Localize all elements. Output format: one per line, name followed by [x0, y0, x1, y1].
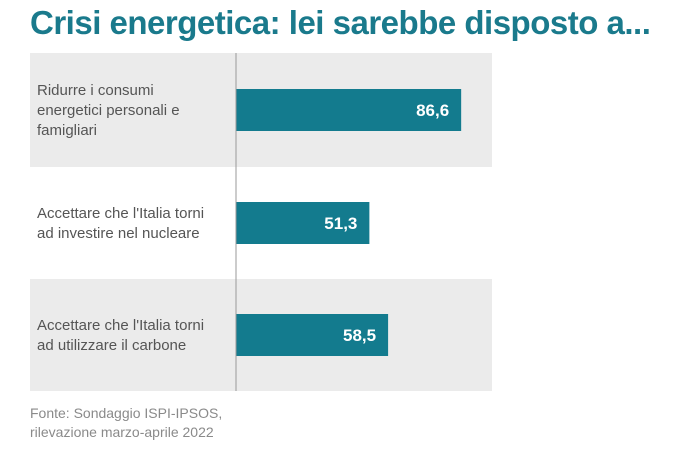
bar-1: [236, 89, 462, 131]
bar-value-label-1: 86,6: [416, 101, 449, 120]
bar-value-label-3: 58,5: [343, 326, 376, 345]
source-line-1: Fonte: Sondaggio ISPI-IPSOS,: [30, 405, 223, 421]
category-label-3: Accettare che l'Italia torni ad utilizzar…: [37, 317, 204, 354]
bar-value-label-2: 51,3: [324, 214, 357, 233]
source-line-2: rilevazione marzo-aprile 2022: [30, 424, 214, 440]
category-label-2: Accettare che l'Italia torni ad investire…: [37, 205, 204, 242]
bar-3: [236, 314, 389, 356]
bar-2: [236, 202, 370, 244]
chart-title: Crisi energetica: lei sarebbe disposto a…: [30, 4, 651, 41]
source-note: Fonte: Sondaggio ISPI-IPSOS, rilevazione…: [30, 404, 222, 442]
